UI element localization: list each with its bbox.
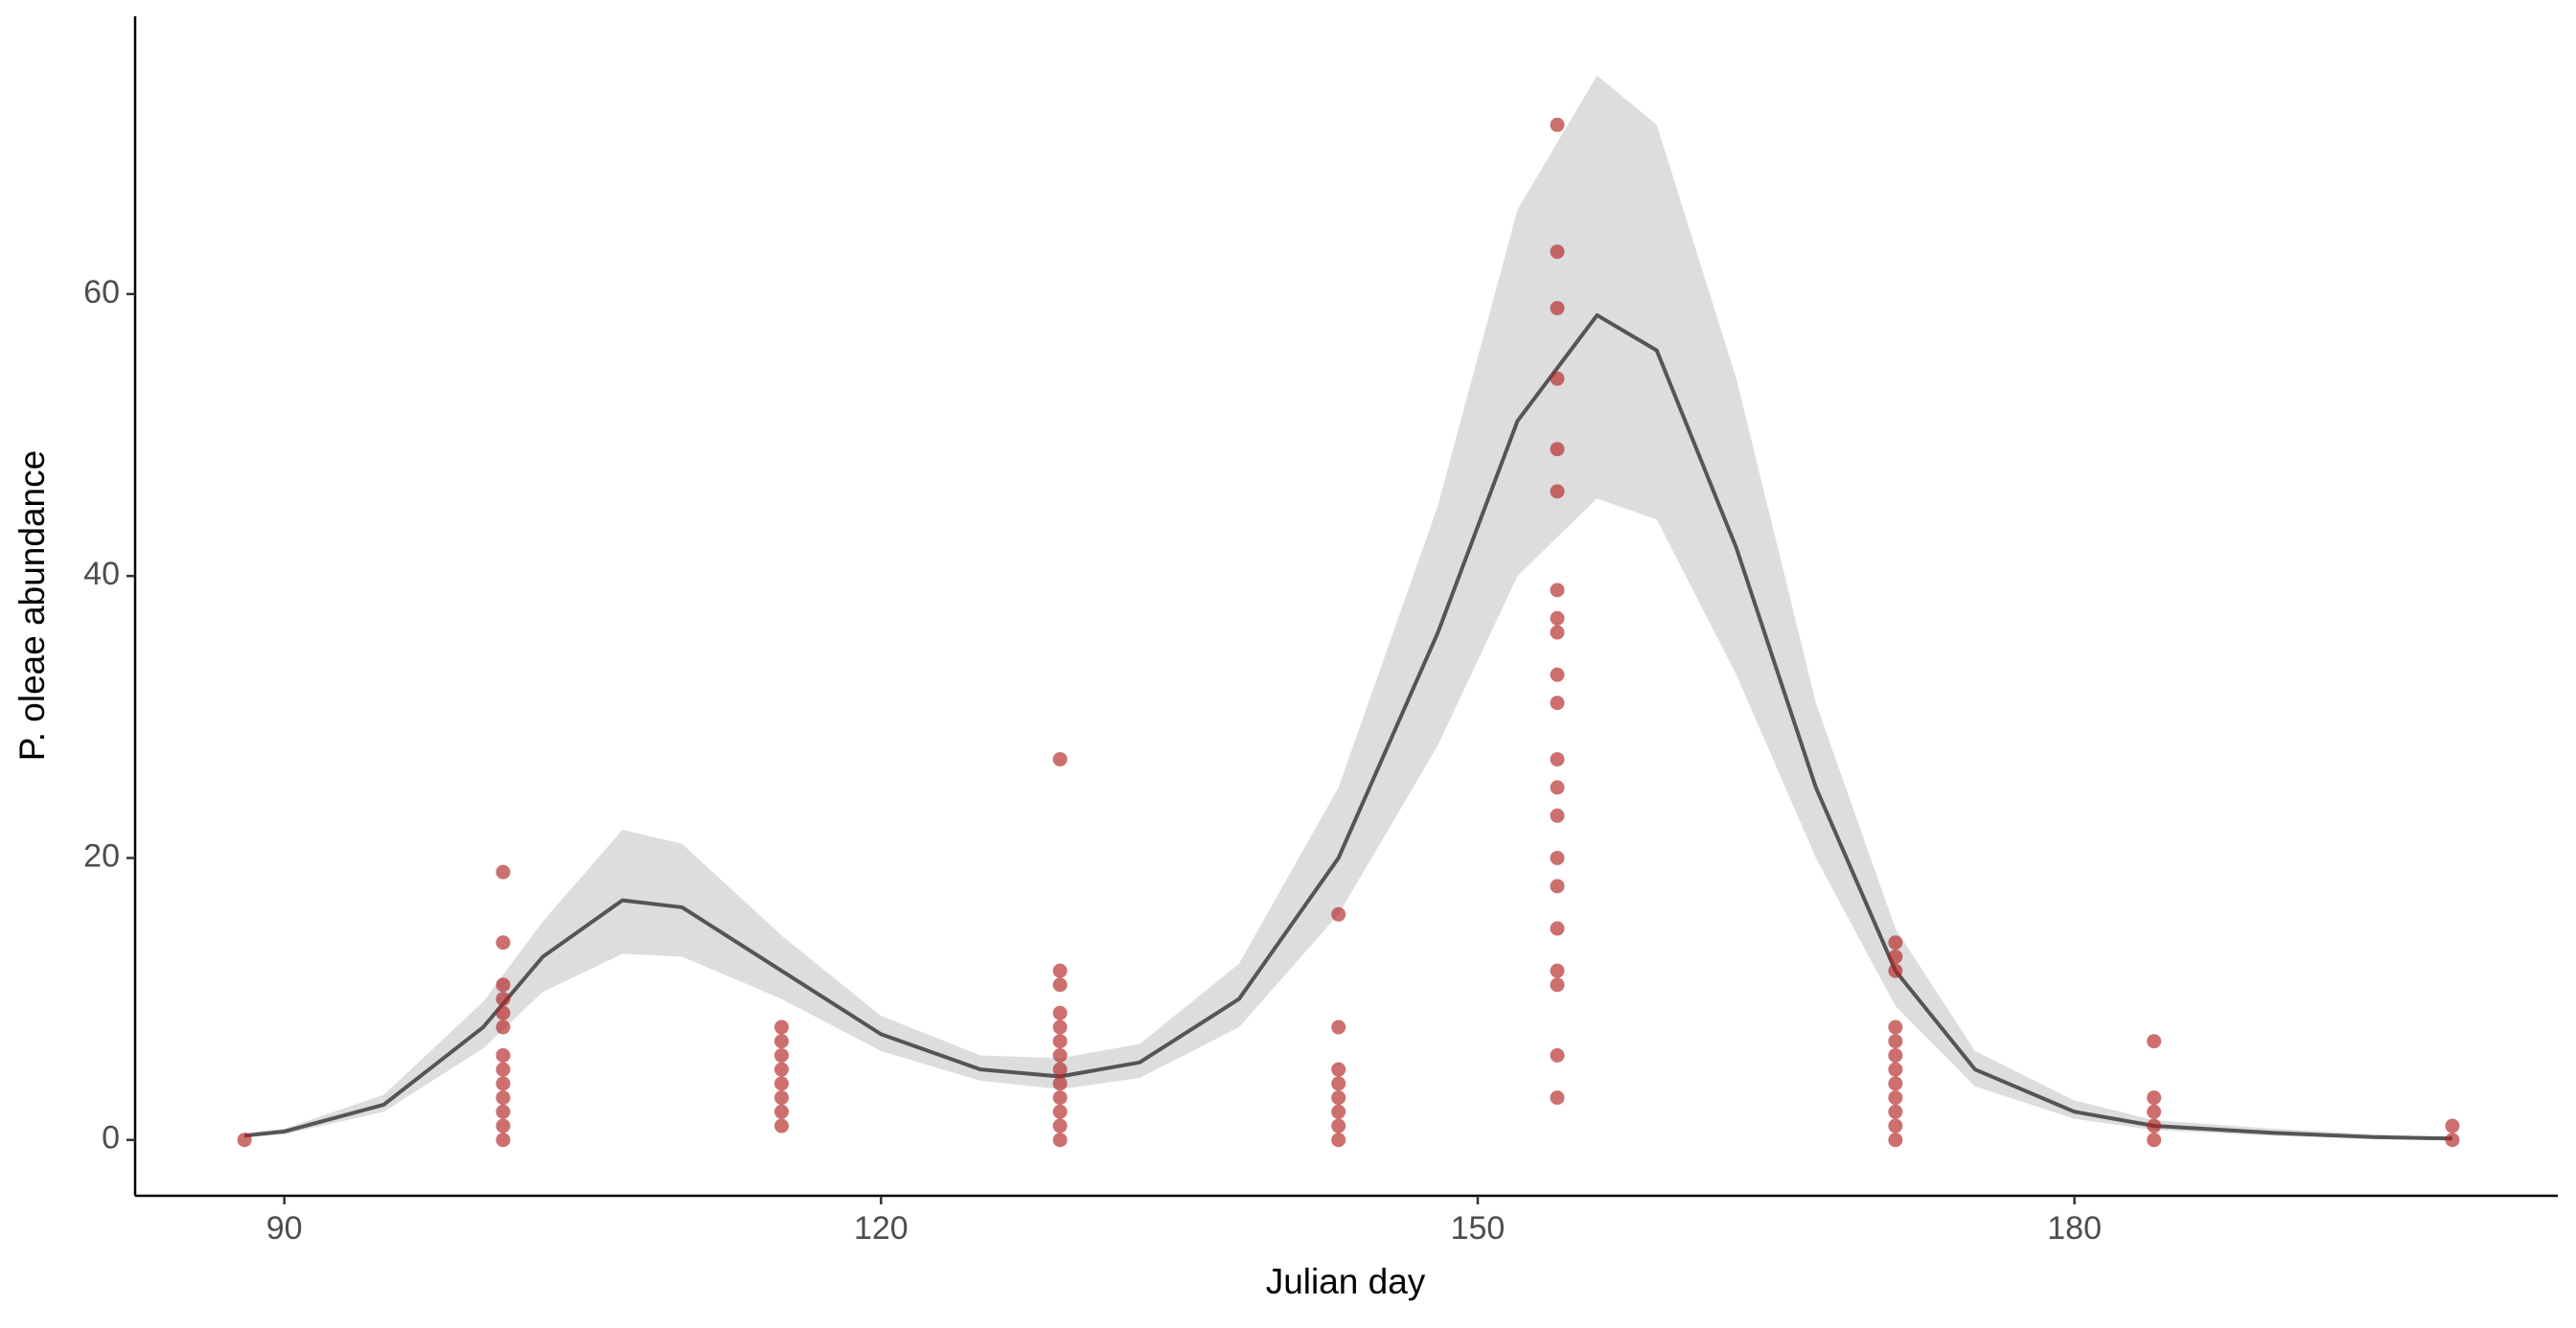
data-point bbox=[1331, 1104, 1346, 1119]
data-point bbox=[495, 1019, 511, 1035]
data-point bbox=[2445, 1133, 2460, 1148]
data-point bbox=[2147, 1118, 2162, 1133]
data-point bbox=[1550, 879, 1565, 894]
data-point bbox=[1331, 1133, 1346, 1148]
data-point bbox=[1550, 751, 1565, 767]
data-point bbox=[1052, 1062, 1068, 1077]
data-point bbox=[1888, 935, 1903, 950]
fit-line bbox=[243, 312, 2453, 1141]
data-point bbox=[495, 1062, 511, 1077]
data-point bbox=[1550, 850, 1565, 865]
data-point bbox=[1888, 1062, 1903, 1077]
data-point bbox=[1550, 625, 1565, 640]
data-point bbox=[2147, 1133, 2162, 1148]
data-point bbox=[1052, 963, 1068, 978]
data-point bbox=[774, 1062, 790, 1077]
y-axis-title: P. oleae abundance bbox=[12, 450, 52, 761]
data-point bbox=[1550, 696, 1565, 711]
data-point bbox=[1888, 1019, 1903, 1035]
data-point bbox=[1550, 442, 1565, 457]
data-point bbox=[1550, 301, 1565, 316]
data-point bbox=[1052, 1047, 1068, 1063]
data-point bbox=[1052, 1034, 1068, 1049]
data-point bbox=[1888, 1076, 1903, 1091]
y-tick-label: 60 bbox=[83, 274, 120, 310]
data-point bbox=[2147, 1034, 2162, 1049]
data-point bbox=[774, 1104, 790, 1119]
data-point bbox=[1331, 1090, 1346, 1106]
data-point bbox=[1052, 751, 1068, 767]
data-point bbox=[1052, 977, 1068, 993]
data-point bbox=[495, 1076, 511, 1091]
x-tick-label: 180 bbox=[2047, 1210, 2102, 1247]
data-point bbox=[1550, 244, 1565, 260]
data-point bbox=[495, 1005, 511, 1020]
data-point bbox=[1052, 1090, 1068, 1106]
confidence-band bbox=[244, 75, 2452, 1139]
data-point bbox=[1550, 921, 1565, 936]
x-tick-label: 150 bbox=[1451, 1210, 1506, 1247]
x-tick-label: 90 bbox=[266, 1210, 303, 1247]
data-point bbox=[2147, 1090, 2162, 1106]
data-point bbox=[1888, 949, 1903, 964]
data-point bbox=[495, 977, 511, 993]
data-point bbox=[774, 1034, 790, 1049]
data-point bbox=[1550, 117, 1565, 132]
plot-area bbox=[237, 75, 2460, 1148]
data-point bbox=[1550, 808, 1565, 823]
data-point bbox=[1888, 1104, 1903, 1119]
y-tick-label: 0 bbox=[102, 1120, 120, 1156]
data-point bbox=[495, 1118, 511, 1133]
data-point bbox=[495, 992, 511, 1007]
data-point bbox=[1888, 1118, 1903, 1133]
data-point bbox=[237, 1133, 252, 1148]
x-axis-title: Julian day bbox=[1266, 1262, 1426, 1301]
data-point bbox=[1550, 667, 1565, 682]
data-point bbox=[1550, 583, 1565, 598]
data-point bbox=[1550, 780, 1565, 795]
data-point bbox=[1550, 484, 1565, 499]
data-point bbox=[495, 1090, 511, 1106]
data-point bbox=[1550, 610, 1565, 626]
y-tick-label: 40 bbox=[83, 556, 120, 592]
data-point bbox=[774, 1047, 790, 1063]
data-point bbox=[495, 1133, 511, 1148]
x-tick-label: 120 bbox=[854, 1210, 908, 1247]
data-point bbox=[1052, 1019, 1068, 1035]
data-point bbox=[1052, 1076, 1068, 1091]
data-point bbox=[1888, 963, 1903, 978]
data-point bbox=[2147, 1104, 2162, 1119]
data-point bbox=[1888, 1047, 1903, 1063]
data-point bbox=[1331, 1062, 1346, 1077]
data-point bbox=[1888, 1090, 1903, 1106]
data-point bbox=[774, 1090, 790, 1106]
data-point bbox=[2445, 1118, 2460, 1133]
data-point bbox=[1331, 906, 1346, 922]
data-point bbox=[495, 1104, 511, 1119]
data-point bbox=[1888, 1133, 1903, 1148]
data-point bbox=[1550, 963, 1565, 978]
data-point bbox=[774, 1076, 790, 1091]
data-point bbox=[1052, 1133, 1068, 1148]
data-point bbox=[495, 1047, 511, 1063]
data-point bbox=[1052, 1118, 1068, 1133]
data-point bbox=[1052, 1005, 1068, 1020]
data-point bbox=[1331, 1019, 1346, 1035]
data-point bbox=[1550, 1047, 1565, 1063]
data-point bbox=[1550, 977, 1565, 993]
data-point bbox=[1331, 1118, 1346, 1133]
data-point bbox=[1550, 1090, 1565, 1106]
data-point bbox=[1550, 371, 1565, 386]
data-point bbox=[495, 864, 511, 880]
y-tick-label: 20 bbox=[83, 837, 120, 874]
data-point bbox=[774, 1118, 790, 1133]
data-point bbox=[1888, 1034, 1903, 1049]
data-point bbox=[774, 1019, 790, 1035]
data-point bbox=[1331, 1076, 1346, 1091]
data-point bbox=[495, 935, 511, 950]
data-point bbox=[1052, 1104, 1068, 1119]
